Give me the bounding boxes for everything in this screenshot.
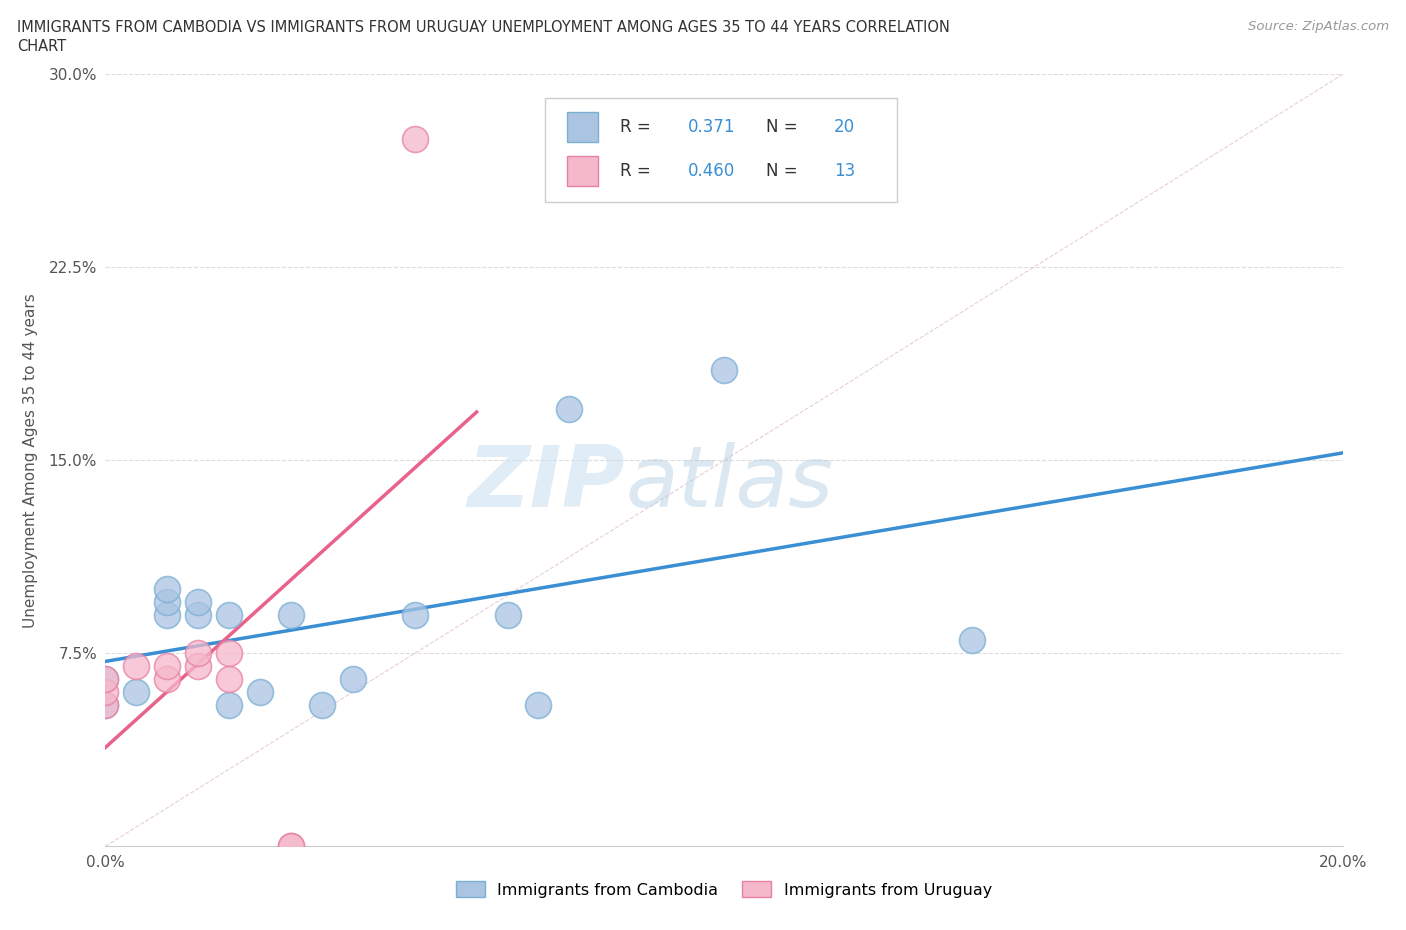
Y-axis label: Unemployment Among Ages 35 to 44 years: Unemployment Among Ages 35 to 44 years [22,293,38,628]
Point [713,363,735,378]
Legend: Immigrants from Cambodia, Immigrants from Uruguay: Immigrants from Cambodia, Immigrants fro… [450,874,998,904]
Point [527,698,550,712]
Text: 0.460: 0.460 [688,162,735,179]
Point [156,581,179,596]
Point [187,594,209,609]
Point [249,684,271,699]
Point [960,633,983,648]
Point [280,839,302,854]
Point [187,607,209,622]
Point [558,402,581,417]
Text: R =: R = [620,162,655,179]
Point [404,131,426,146]
Point [187,646,209,661]
Point [496,607,519,622]
Point [218,607,240,622]
Point [404,607,426,622]
Point [125,684,148,699]
Text: R =: R = [620,118,655,136]
Text: N =: N = [766,118,803,136]
Text: 20: 20 [834,118,855,136]
Point [156,658,179,673]
Point [156,671,179,686]
Point [156,594,179,609]
Text: atlas: atlas [626,442,834,525]
Point [187,658,209,673]
Text: 0.371: 0.371 [688,118,735,136]
Point [94,671,117,686]
Point [280,607,302,622]
Point [125,658,148,673]
Text: N =: N = [766,162,803,179]
Text: Source: ZipAtlas.com: Source: ZipAtlas.com [1249,20,1389,33]
Point [342,671,364,686]
Text: CHART: CHART [17,39,66,54]
Text: IMMIGRANTS FROM CAMBODIA VS IMMIGRANTS FROM URUGUAY UNEMPLOYMENT AMONG AGES 35 T: IMMIGRANTS FROM CAMBODIA VS IMMIGRANTS F… [17,20,949,35]
FancyBboxPatch shape [544,98,897,202]
Point [156,607,179,622]
FancyBboxPatch shape [567,156,598,186]
FancyBboxPatch shape [567,113,598,141]
Point [218,646,240,661]
Point [94,698,117,712]
Point [218,671,240,686]
Text: 13: 13 [834,162,855,179]
Point [94,671,117,686]
Point [94,684,117,699]
Point [311,698,333,712]
Point [94,698,117,712]
Point [280,839,302,854]
Text: ZIP: ZIP [467,442,626,525]
Point [218,698,240,712]
